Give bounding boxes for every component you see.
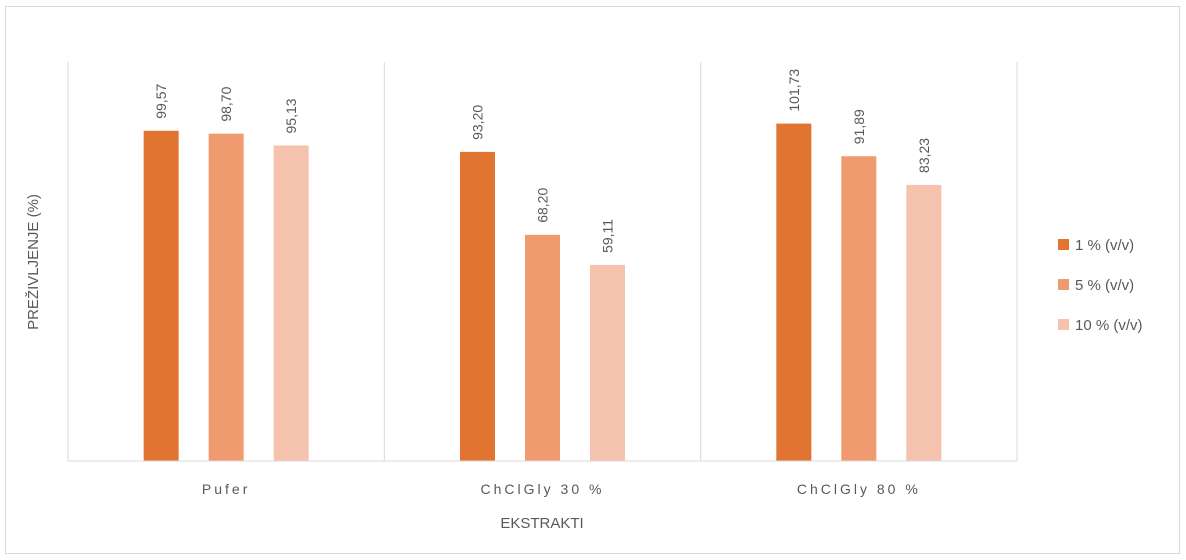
category-dividers [67, 62, 1018, 461]
data-label: 95,13 [283, 98, 299, 133]
y-axis-title: PREŽIVLJENJE (%) [25, 194, 42, 330]
legend-label: 5 % (v/v) [1075, 277, 1134, 294]
legend: 1 % (v/v) 5 % (v/v) 10 % (v/v) [1058, 237, 1143, 334]
data-labels-group: 99,57 98,70 95,13 93,20 68,20 59,11 101,73 91,8… [153, 69, 932, 253]
data-label: 68,20 [535, 188, 551, 223]
data-label: 98,70 [218, 86, 234, 121]
data-label: 93,20 [470, 105, 486, 140]
bar [143, 130, 179, 461]
legend-label: 10 % (v/v) [1075, 317, 1143, 334]
bar [525, 234, 560, 461]
legend-swatch [1058, 239, 1069, 250]
bar [776, 123, 812, 462]
legend-swatch [1058, 319, 1069, 330]
legend-label: 1 % (v/v) [1075, 237, 1134, 254]
x-tick-label: ChClGly 80 % [797, 481, 921, 497]
legend-swatch [1058, 279, 1069, 290]
bar [906, 184, 942, 461]
data-label: 83,23 [916, 138, 932, 173]
bar [208, 133, 244, 461]
data-label: 99,57 [153, 84, 169, 119]
x-tick-label: Pufer [202, 481, 250, 497]
data-label: 59,11 [600, 219, 616, 253]
bars-group [143, 123, 942, 462]
x-axis-title: EKSTRAKTI [500, 515, 583, 532]
bar [273, 145, 309, 461]
x-tick-label: ChClGly 30 % [481, 481, 605, 497]
bar [590, 264, 625, 461]
bar [460, 151, 495, 462]
bar [841, 156, 877, 461]
x-tick-labels: Pufer ChClGly 30 % ChClGly 80 % [202, 481, 921, 497]
data-label: 91,89 [851, 109, 867, 144]
data-label: 101,73 [786, 69, 802, 112]
